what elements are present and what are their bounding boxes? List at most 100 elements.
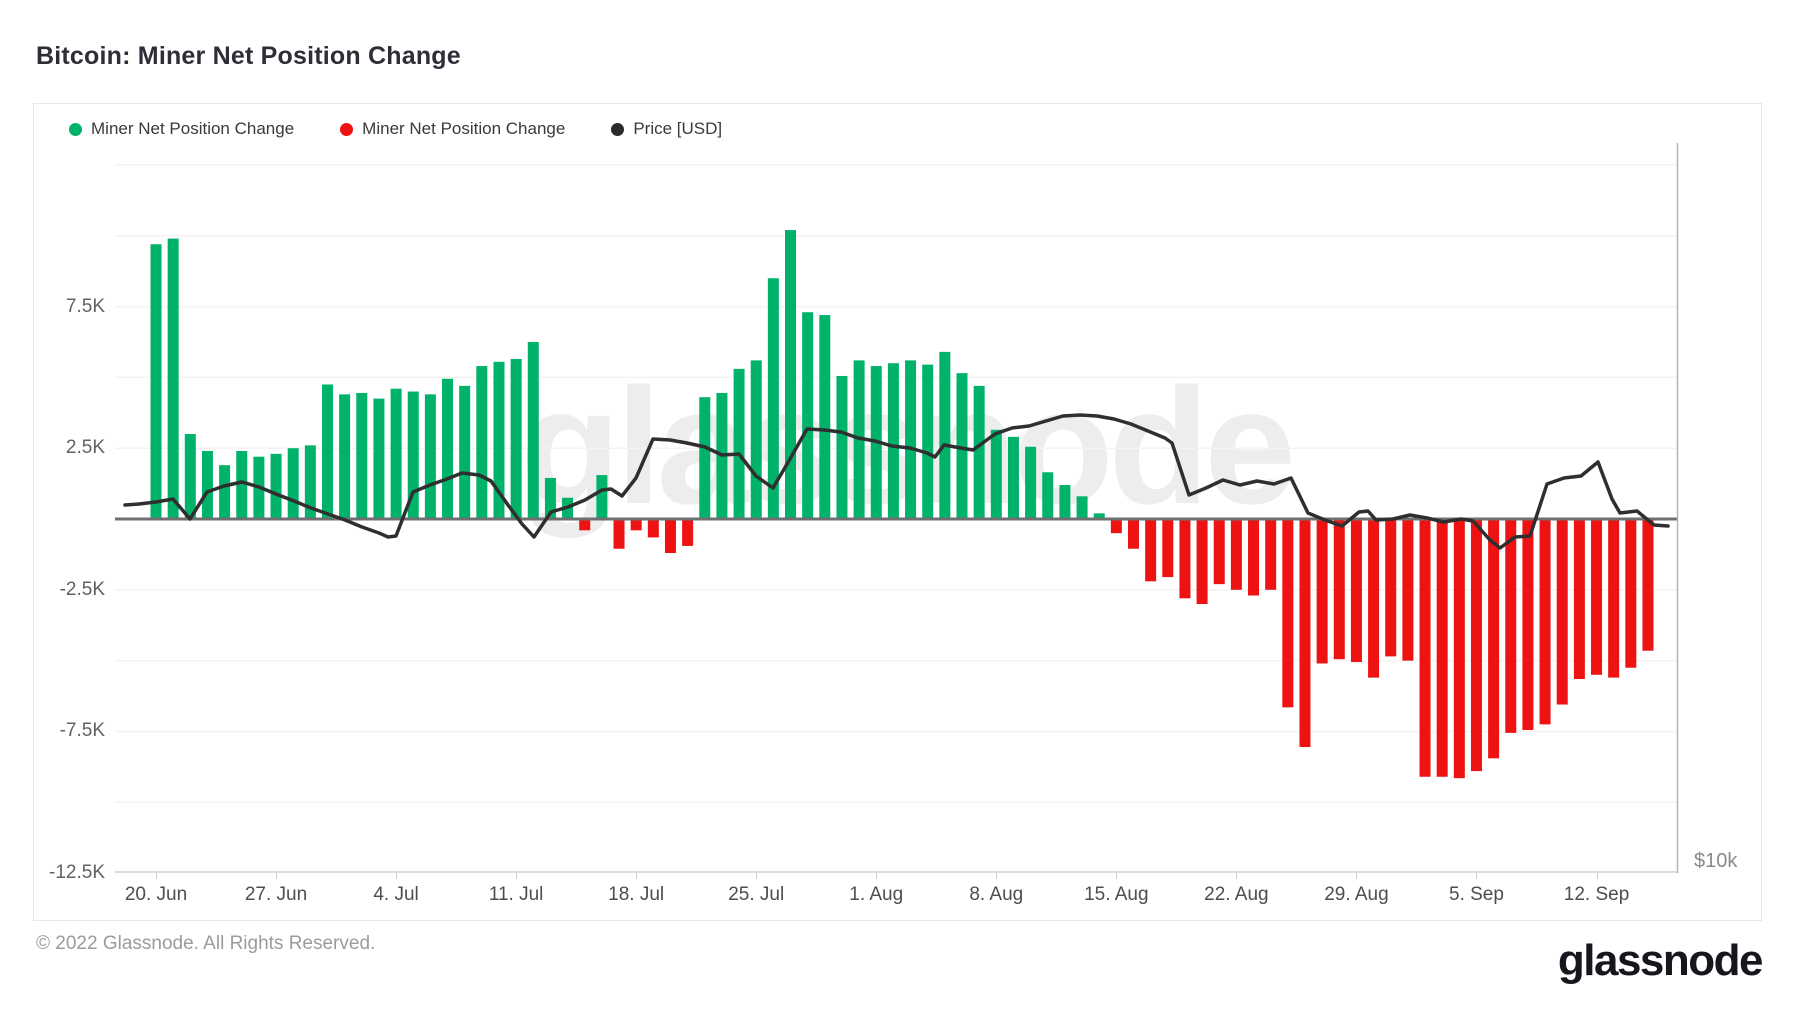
bar-jun-30[interactable] (321, 384, 333, 519)
legend-item-label: Price [USD] (633, 119, 723, 138)
chart-plot-area[interactable] (115, 143, 1679, 873)
x-tick-label: 15. Aug (1084, 884, 1149, 905)
bar-jun-23[interactable] (201, 451, 213, 519)
x-tick-label: 11. Jul (488, 884, 544, 905)
bar-sep-3[interactable] (1436, 519, 1448, 777)
y-tick-label: -2.5K (59, 578, 105, 600)
bar-aug-28[interactable] (1333, 519, 1345, 660)
bar-aug-25[interactable] (1282, 519, 1294, 708)
price-usd-line[interactable] (123, 413, 1670, 550)
bar-aug-8[interactable] (990, 429, 1002, 519)
bar-sep-10[interactable] (1556, 519, 1568, 705)
bar-aug-6[interactable] (956, 373, 968, 519)
bar-sep-11[interactable] (1573, 519, 1585, 680)
x-tick-mark (756, 873, 758, 879)
bar-jul-25[interactable] (750, 360, 762, 519)
bar-jul-30[interactable] (836, 375, 848, 519)
bar-aug-4[interactable] (922, 364, 934, 519)
legend-dot-icon (340, 122, 354, 136)
x-tick-mark (276, 873, 278, 879)
bar-sep-15[interactable] (1642, 519, 1654, 651)
bar-jul-5[interactable] (407, 391, 419, 519)
bar-jul-15[interactable] (579, 519, 591, 531)
bar-aug-16[interactable] (1127, 519, 1139, 549)
bar-sep-13[interactable] (1608, 519, 1620, 678)
bar-aug-5[interactable] (939, 351, 951, 519)
bar-aug-30[interactable] (1368, 519, 1380, 678)
bar-sep-4[interactable] (1453, 519, 1465, 779)
bar-jun-21[interactable] (167, 238, 179, 519)
bar-sep-2[interactable] (1419, 519, 1431, 777)
bar-sep-6[interactable] (1488, 519, 1500, 759)
bar-jul-19[interactable] (647, 519, 659, 538)
bar-jun-27[interactable] (270, 453, 282, 519)
bar-jul-7[interactable] (442, 378, 454, 519)
bar-aug-15[interactable] (1110, 519, 1122, 534)
bar-aug-11[interactable] (1042, 472, 1054, 519)
bar-aug-3[interactable] (905, 360, 917, 519)
bar-jul-28[interactable] (802, 312, 814, 519)
bar-aug-29[interactable] (1350, 519, 1362, 663)
bar-aug-19[interactable] (1179, 519, 1191, 599)
bar-jun-24[interactable] (219, 465, 231, 519)
x-tick-mark (1476, 873, 1478, 879)
bar-aug-26[interactable] (1299, 519, 1311, 748)
bar-jul-11[interactable] (510, 358, 522, 519)
bar-jun-25[interactable] (236, 451, 248, 519)
legend-item-miner-net-position-change-negative[interactable]: Miner Net Position Change (340, 119, 565, 139)
bar-jun-28[interactable] (287, 448, 299, 519)
bar-jul-24[interactable] (733, 368, 745, 519)
bar-jul-6[interactable] (424, 394, 436, 519)
bar-jul-22[interactable] (699, 397, 711, 519)
bar-sep-14[interactable] (1625, 519, 1637, 668)
bar-jun-22[interactable] (184, 434, 196, 519)
bar-sep-12[interactable] (1591, 519, 1603, 675)
bar-jun-29[interactable] (304, 445, 316, 519)
bar-aug-9[interactable] (1007, 436, 1019, 519)
bar-aug-7[interactable] (973, 385, 985, 519)
bar-jul-29[interactable] (819, 315, 831, 519)
bar-sep-1[interactable] (1402, 519, 1414, 661)
bar-aug-18[interactable] (1162, 519, 1174, 578)
bar-jul-9[interactable] (476, 366, 488, 519)
bar-jul-3[interactable] (373, 398, 385, 519)
bar-aug-20[interactable] (1196, 519, 1208, 604)
bar-sep-9[interactable] (1539, 519, 1551, 725)
bar-jul-1[interactable] (339, 394, 351, 519)
y-tick-label: 2.5K (65, 437, 105, 459)
legend-item-miner-net-position-change-positive[interactable]: Miner Net Position Change (69, 119, 294, 139)
bar-jul-18[interactable] (630, 519, 642, 531)
bar-jun-20[interactable] (150, 244, 162, 519)
bar-jul-2[interactable] (356, 392, 368, 519)
bar-aug-23[interactable] (1248, 519, 1260, 596)
bar-jul-20[interactable] (664, 519, 676, 553)
bar-jul-21[interactable] (682, 519, 694, 546)
bar-jul-13[interactable] (544, 477, 556, 519)
bar-aug-14[interactable] (1093, 513, 1105, 519)
bar-sep-5[interactable] (1470, 519, 1482, 772)
bar-jul-26[interactable] (767, 278, 779, 519)
bar-jul-8[interactable] (459, 385, 471, 519)
x-tick-mark (996, 873, 998, 879)
x-tick-label: 12. Sep (1563, 884, 1630, 905)
legend-item-price-usd[interactable]: Price [USD] (611, 119, 722, 139)
bar-jul-4[interactable] (390, 388, 402, 519)
bar-aug-22[interactable] (1230, 519, 1242, 590)
bar-aug-31[interactable] (1385, 519, 1397, 657)
bar-sep-8[interactable] (1522, 519, 1534, 731)
bar-aug-13[interactable] (1076, 496, 1088, 519)
bar-jul-27[interactable] (785, 230, 797, 519)
bar-aug-12[interactable] (1059, 485, 1071, 519)
bar-jul-16[interactable] (596, 475, 608, 519)
bar-aug-10[interactable] (1025, 446, 1037, 519)
bar-jul-17[interactable] (613, 519, 625, 549)
bar-aug-27[interactable] (1316, 519, 1328, 664)
bar-sep-7[interactable] (1505, 519, 1517, 733)
bar-jul-12[interactable] (527, 341, 539, 519)
bar-aug-17[interactable] (1145, 519, 1157, 582)
bar-aug-21[interactable] (1213, 519, 1225, 585)
bar-aug-24[interactable] (1265, 519, 1277, 590)
y-tick-label: -7.5K (59, 720, 105, 742)
bar-aug-2[interactable] (887, 363, 899, 519)
bar-jul-10[interactable] (493, 361, 505, 519)
